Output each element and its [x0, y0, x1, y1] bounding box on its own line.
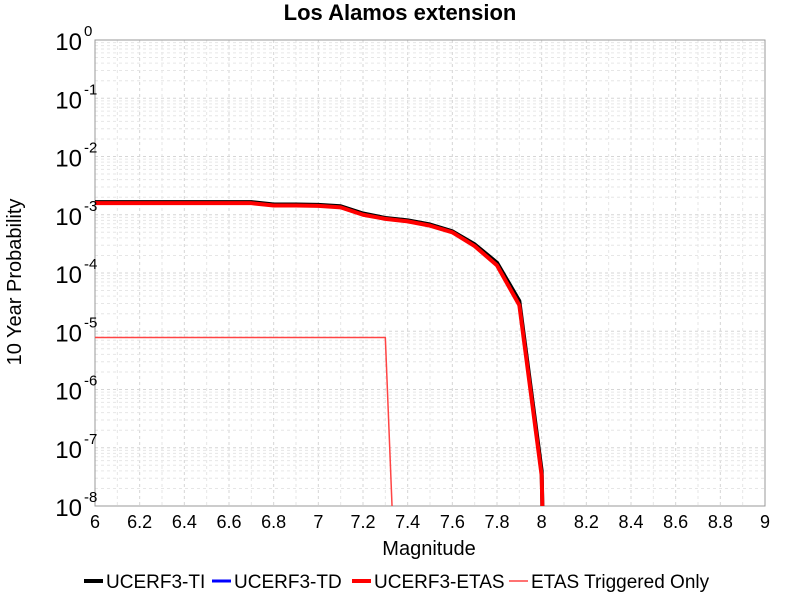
x-tick-label: 7.2: [350, 512, 375, 532]
y-tick-base: 10: [55, 146, 82, 173]
grid: [94, 40, 766, 507]
legend-label: ETAS Triggered Only: [531, 572, 710, 593]
series-line-3: [95, 201, 545, 507]
x-tick-label: 6.6: [216, 512, 241, 532]
y-tick-label: 10 0: [55, 23, 92, 56]
y-tick-base: 10: [55, 495, 82, 522]
x-tick-label: 8.6: [663, 512, 688, 532]
series-layer: [95, 200, 545, 507]
y-tick-label: 10 -1: [55, 81, 97, 114]
x-tick-label: 8: [537, 512, 547, 532]
x-tick-label: 9: [760, 512, 770, 532]
x-tick-label: 6.4: [172, 512, 197, 532]
y-tick-label: 10 -5: [55, 314, 97, 347]
x-tick-label: 7.8: [484, 512, 509, 532]
x-tick-label: 7.4: [395, 512, 420, 532]
y-tick-exponent: 0: [84, 23, 92, 40]
y-tick-exponent: -6: [84, 373, 97, 390]
x-tick-label: 6: [90, 512, 100, 532]
y-tick-exponent: -1: [84, 81, 97, 98]
y-tick-label: 10 -4: [55, 256, 97, 289]
legend-label: UCERF3-TD: [234, 572, 342, 593]
y-axis-label: 10 Year Probability: [4, 199, 26, 366]
plot-area: [94, 39, 766, 507]
x-axis-ticks: 6 6.2 6.4 6.6 6.8 7 7.2 7.4 7.6 7.8 8 8.2 8.4 8.6 8.8 9: [90, 512, 770, 532]
x-tick-label: 8.4: [618, 512, 643, 532]
y-tick-label: 10 -3: [55, 198, 97, 231]
x-tick-label: 8.2: [574, 512, 599, 532]
y-tick-exponent: -3: [84, 198, 97, 215]
y-tick-exponent: -4: [84, 256, 97, 273]
chart-title: Los Alamos extension: [284, 0, 517, 25]
legend-label: UCERF3-TI: [106, 572, 205, 593]
y-tick-exponent: -7: [84, 431, 97, 448]
y-tick-base: 10: [55, 262, 82, 289]
y-tick-base: 10: [55, 87, 82, 114]
legend: UCERF3-TI UCERF3-TD UCERF3-ETAS ETAS Trigge…: [84, 572, 710, 593]
y-tick-label: 10 -2: [55, 140, 97, 173]
y-tick-exponent: -5: [84, 314, 97, 331]
y-tick-exponent: -2: [84, 140, 97, 157]
legend-label: UCERF3-ETAS: [374, 572, 505, 593]
y-tick-label: 10 -6: [55, 373, 97, 406]
x-tick-label: 6.2: [127, 512, 152, 532]
x-tick-label: 6.8: [261, 512, 286, 532]
y-tick-label: 10 -8: [55, 489, 97, 522]
y-tick-base: 10: [55, 29, 82, 56]
y-tick-exponent: -8: [84, 489, 97, 506]
y-tick-base: 10: [55, 437, 82, 464]
y-tick-base: 10: [55, 204, 82, 231]
y-tick-base: 10: [55, 379, 82, 406]
y-tick-base: 10: [55, 320, 82, 347]
x-tick-label: 8.8: [708, 512, 733, 532]
series-line-4: [95, 336, 393, 507]
x-axis-label: Magnitude: [382, 538, 475, 560]
x-tick-label: 7.6: [440, 512, 465, 532]
y-tick-label: 10 -7: [55, 431, 97, 464]
x-tick-label: 7: [313, 512, 323, 532]
